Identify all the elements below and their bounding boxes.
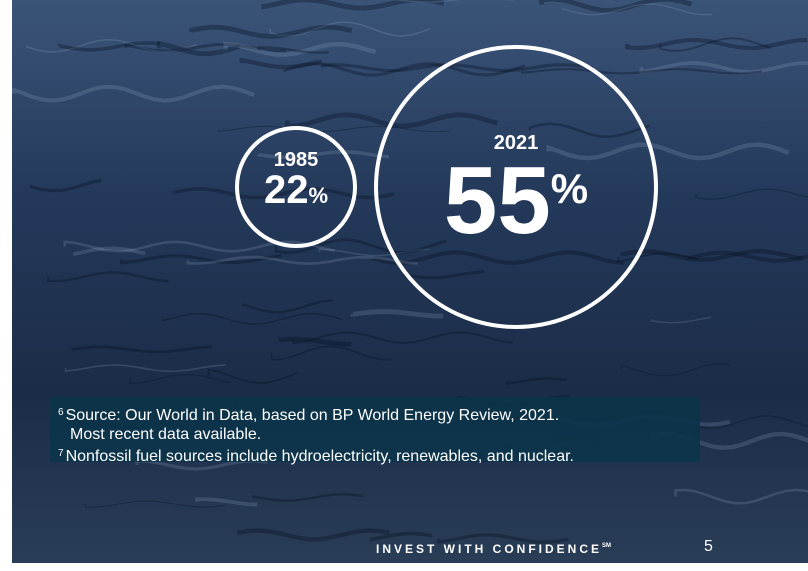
tagline: INVEST WITH CONFIDENCESM (376, 542, 611, 556)
stat-1985: 1985 22% (237, 150, 355, 210)
tagline-text: INVEST WITH CONFIDENCE (376, 542, 602, 556)
service-mark: SM (602, 543, 611, 549)
unit: % (551, 165, 588, 212)
footnote-text: Most recent data available. (58, 425, 700, 444)
year: 1985 (237, 150, 355, 170)
footnote-text: Nonfossil fuel sources include hydroelec… (66, 448, 574, 465)
slide: 1985 22% 2021 55% 6Source: Our World in … (0, 0, 808, 571)
unit: % (308, 183, 328, 208)
ocean (12, 0, 808, 563)
footnote-marker: 7 (58, 448, 64, 459)
footnote-marker: 6 (58, 407, 64, 418)
background (0, 0, 808, 571)
footnote-text: Source: Our World in Data, based on BP W… (66, 407, 560, 424)
page-number: 5 (704, 538, 713, 556)
stat-2021: 2021 55% (400, 132, 632, 246)
value: 55 (444, 147, 551, 254)
value: 22 (264, 168, 309, 212)
